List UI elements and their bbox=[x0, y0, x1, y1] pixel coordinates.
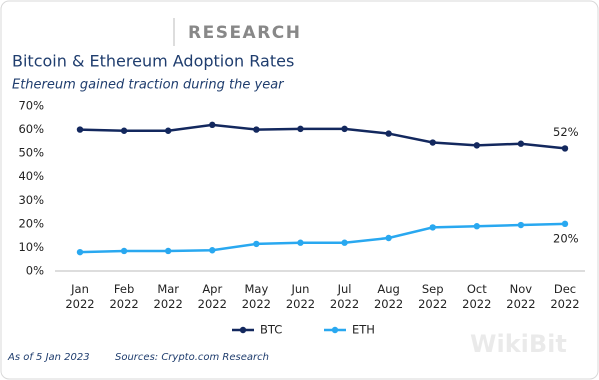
point bbox=[517, 140, 525, 147]
value-label: 52% bbox=[553, 125, 579, 139]
line bbox=[79, 123, 566, 150]
point bbox=[209, 121, 216, 129]
x-tick-label: Aug 2022 bbox=[373, 282, 404, 311]
point bbox=[120, 127, 128, 134]
watermark: WikiBit bbox=[470, 330, 567, 358]
point bbox=[561, 220, 569, 228]
point bbox=[297, 125, 304, 133]
point bbox=[76, 248, 84, 256]
y-tick-label: 10% bbox=[18, 240, 44, 254]
chart-title: Bitcoin & Ethereum Adoption Rates bbox=[12, 52, 294, 71]
legend-marker bbox=[331, 326, 339, 334]
x-tick-label: Mar 2022 bbox=[153, 282, 183, 311]
y-tick-label: 60% bbox=[18, 122, 44, 136]
brand: RESEARCH bbox=[188, 23, 302, 43]
x-tick-label: May 2022 bbox=[241, 282, 271, 311]
y-tick-label: 20% bbox=[18, 216, 44, 230]
point bbox=[164, 247, 172, 255]
point bbox=[429, 224, 436, 231]
point bbox=[341, 125, 348, 133]
legend-label: BTC bbox=[260, 323, 282, 337]
x-tick-label: Jun 2022 bbox=[285, 282, 316, 311]
point bbox=[341, 239, 348, 246]
point bbox=[209, 247, 216, 254]
legend-label: ETH bbox=[352, 323, 375, 337]
point bbox=[385, 130, 392, 137]
x-tick-label: Jul 2022 bbox=[329, 282, 360, 311]
point bbox=[120, 247, 128, 255]
legend-marker bbox=[239, 326, 247, 334]
point bbox=[561, 145, 569, 152]
x-tick-label: Sep 2022 bbox=[418, 282, 448, 311]
chart-subtitle: Ethereum gained traction during the year bbox=[12, 78, 285, 93]
footnote-sources: Sources: Crypto.com Research bbox=[115, 352, 269, 363]
x-tick-label: Oct 2022 bbox=[462, 282, 492, 311]
point bbox=[253, 240, 260, 248]
point bbox=[385, 234, 392, 242]
x-tick-label: Jan 2022 bbox=[65, 282, 95, 311]
point bbox=[517, 221, 525, 229]
x-tick-label: Dec 2022 bbox=[550, 282, 580, 311]
point bbox=[473, 142, 481, 149]
y-tick-label: 50% bbox=[18, 146, 44, 160]
y-tick-label: 30% bbox=[18, 193, 44, 207]
x-tick-label: Apr 2022 bbox=[197, 282, 227, 311]
y-tick-label: 40% bbox=[18, 169, 44, 183]
point bbox=[297, 239, 304, 246]
point bbox=[164, 127, 172, 134]
point bbox=[253, 126, 260, 133]
value-label: 20% bbox=[553, 231, 579, 245]
point bbox=[76, 126, 84, 133]
x-tick-label: Nov 2022 bbox=[506, 282, 536, 311]
y-tick-label: 0% bbox=[26, 264, 44, 278]
line bbox=[79, 222, 566, 254]
point bbox=[429, 139, 436, 146]
x-tick-label: Feb 2022 bbox=[109, 282, 139, 311]
y-tick-label: 70% bbox=[18, 99, 44, 113]
point bbox=[473, 223, 481, 230]
footnote-date: As of 5 Jan 2023 bbox=[7, 352, 90, 363]
